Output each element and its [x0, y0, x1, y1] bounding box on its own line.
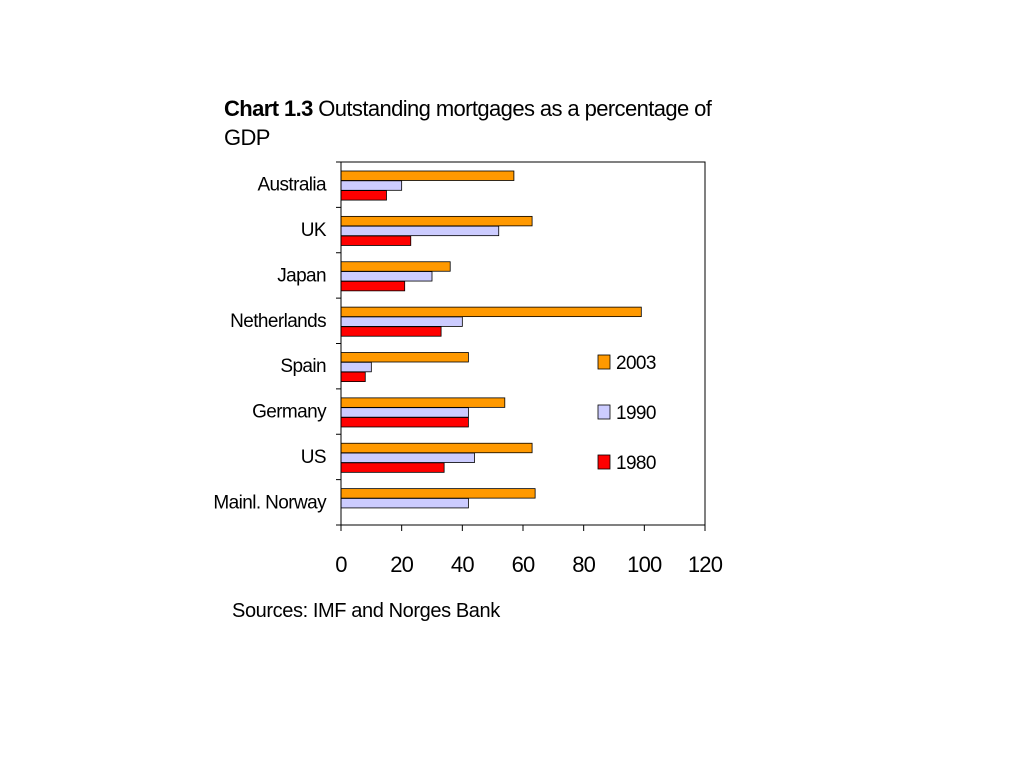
x-tick-label: 80: [572, 552, 595, 577]
category-label: Japan: [277, 265, 326, 286]
category-label: Mainl. Norway: [213, 492, 327, 513]
bar-1990: [340, 225, 500, 237]
x-tick-label: 40: [451, 552, 474, 577]
bar-1980: [340, 462, 445, 473]
bar-1980: [340, 326, 442, 337]
bar-2003: [340, 488, 536, 499]
bar-1980: [340, 235, 412, 246]
category-label: US: [301, 447, 326, 468]
bar-1990: [340, 361, 372, 373]
legend-swatch-1990: [597, 404, 611, 420]
bar-1990: [340, 452, 475, 463]
source-note: Sources: IMF and Norges Bank: [232, 600, 500, 622]
bar-1990: [340, 316, 463, 327]
x-tick-label: 60: [512, 552, 535, 577]
chart-title: Chart 1.3 Outstanding mortgages as a per…: [224, 94, 714, 152]
bar-1990: [340, 498, 469, 509]
x-tick-label: 120: [688, 552, 723, 577]
x-tick-label: 20: [390, 552, 413, 577]
bar-2003: [340, 397, 506, 408]
chart-title-text: Outstanding mortgages as a percentage of…: [224, 96, 712, 150]
bar-2003: [340, 170, 515, 181]
category-label: Australia: [257, 175, 327, 196]
bar-2003: [340, 352, 469, 363]
bar-1980: [340, 371, 366, 383]
legend-label-1980: 1980: [616, 453, 656, 474]
x-tick-label: 0: [335, 552, 347, 577]
bar-1990: [340, 180, 403, 191]
category-label: Spain: [280, 356, 326, 377]
legend-swatch-1980: [597, 454, 611, 470]
bar-1980: [340, 280, 406, 292]
bar-1990: [340, 271, 433, 282]
bar-2003: [340, 261, 451, 272]
bar-1980: [340, 417, 469, 428]
x-tick-label: 100: [627, 552, 662, 577]
legend-swatch-2003: [597, 354, 611, 370]
bar-2003: [340, 215, 533, 227]
bar-1980: [340, 190, 387, 201]
bar-2003: [340, 306, 642, 318]
bar-2003: [340, 442, 533, 454]
category-label: Germany: [252, 402, 327, 423]
category-label: Netherlands: [230, 311, 326, 332]
legend-label-1990: 1990: [616, 403, 656, 424]
bar-1990: [340, 407, 469, 418]
legend-label-2003: 2003: [616, 353, 656, 374]
category-label: UK: [301, 220, 327, 241]
chart-title-prefix: Chart 1.3: [224, 96, 313, 121]
